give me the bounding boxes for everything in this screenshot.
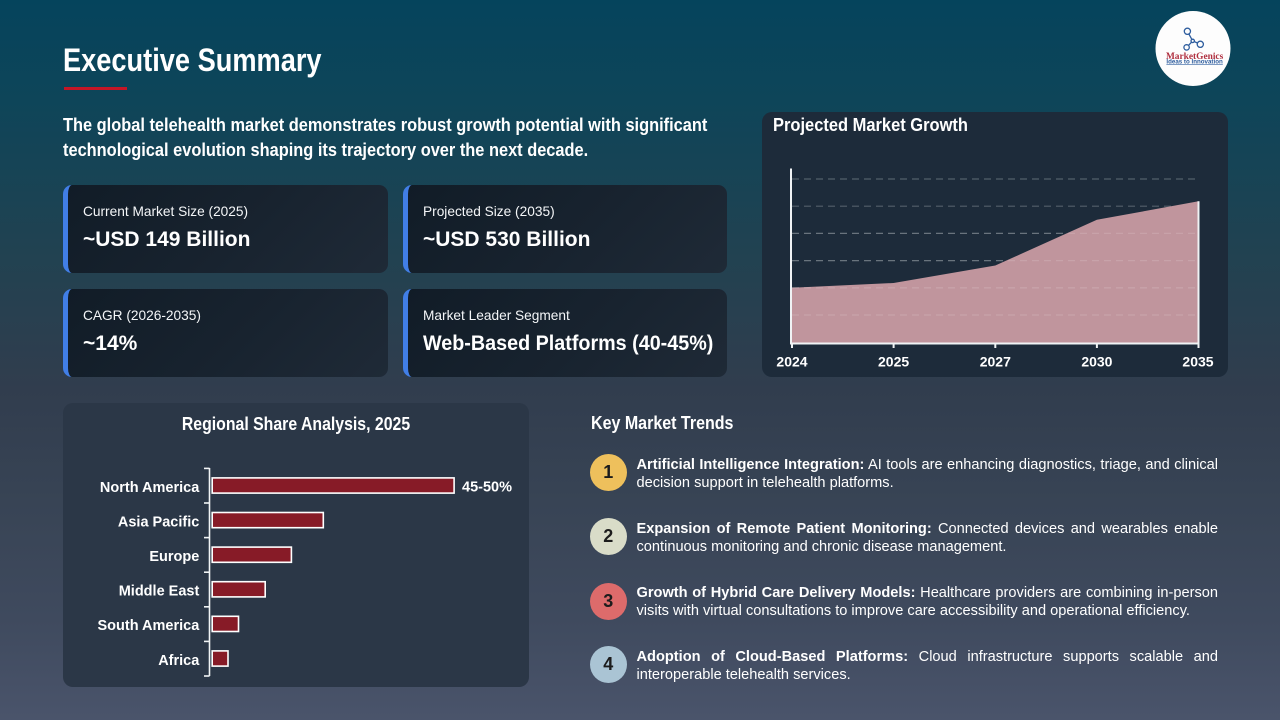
svg-text:Asia Pacific: Asia Pacific (118, 514, 199, 530)
svg-text:2030: 2030 (1081, 354, 1112, 370)
svg-text:Europe: Europe (149, 549, 199, 565)
svg-text:2035: 2035 (1182, 354, 1213, 370)
svg-text:2027: 2027 (980, 354, 1011, 370)
svg-text:2024: 2024 (776, 354, 807, 370)
svg-text:2025: 2025 (878, 354, 909, 370)
svg-text:Middle East: Middle East (119, 584, 200, 600)
svg-text:North America: North America (100, 480, 200, 496)
svg-text:MarketGenics: MarketGenics (1166, 52, 1224, 62)
svg-text:45-50%: 45-50% (462, 480, 512, 496)
svg-text:Ideas to Innovation: Ideas to Innovation (1166, 58, 1223, 65)
svg-text:Africa: Africa (158, 653, 200, 669)
svg-text:South America: South America (98, 618, 201, 634)
